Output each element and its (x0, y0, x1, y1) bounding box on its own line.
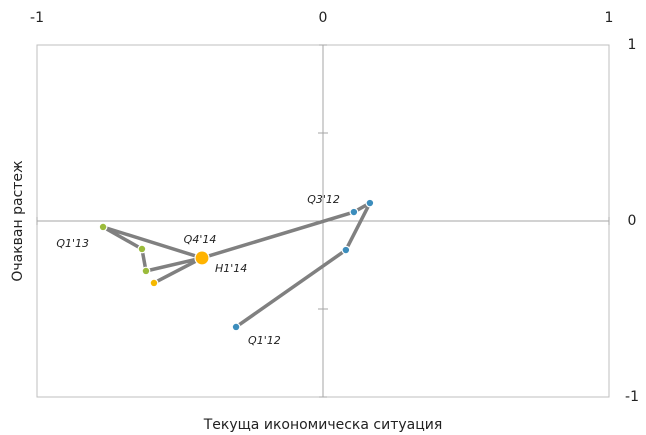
x-tick-label: 1 (605, 10, 614, 26)
data-point (231, 322, 241, 332)
data-point (137, 244, 147, 254)
data-point (149, 278, 159, 288)
x-tick-label: -1 (30, 10, 44, 26)
y-tick-label: 1 (628, 37, 637, 53)
data-point (194, 250, 210, 266)
data-point (365, 198, 375, 208)
point-label: Q1'13 (56, 237, 89, 250)
y-tick-label: 0 (628, 213, 637, 229)
point-label: Q3'12 (307, 193, 340, 206)
y-axis-title: Очакван растеж (10, 160, 26, 282)
point-label: H1'14 (215, 262, 247, 275)
data-point (141, 266, 151, 276)
data-point (341, 245, 351, 255)
x-tick-label: 0 (319, 10, 328, 26)
point-label: Q1'12 (248, 334, 281, 347)
data-point (349, 207, 359, 217)
y-tick-label: -1 (625, 389, 639, 405)
x-axis-title: Текуща икономическа ситуация (203, 417, 443, 433)
point-label: Q4'14 (184, 233, 217, 246)
data-point (98, 222, 108, 232)
